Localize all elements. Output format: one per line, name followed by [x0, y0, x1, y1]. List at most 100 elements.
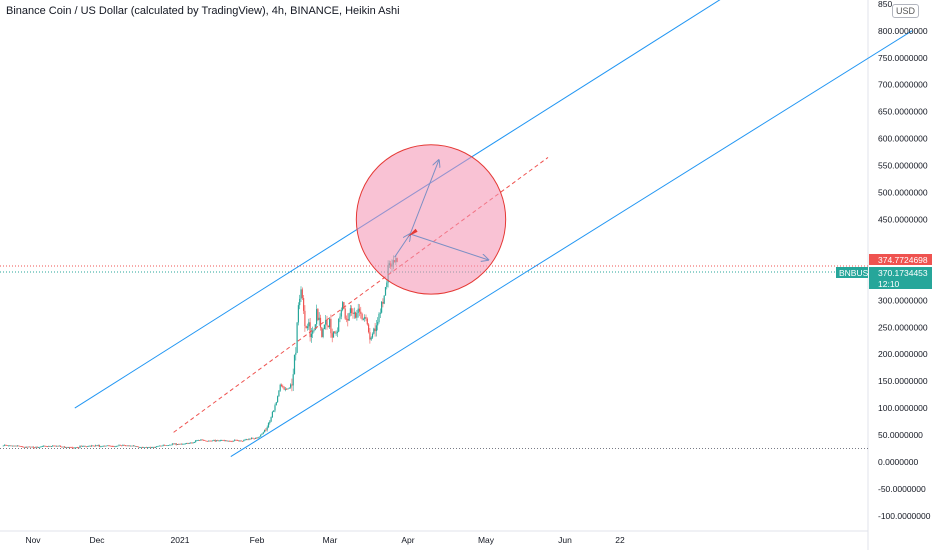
y-tick-label: 450.0000000	[878, 214, 928, 224]
candle-body	[325, 320, 327, 325]
candle-body	[144, 447, 146, 448]
candle-body	[154, 447, 156, 448]
candle-body	[352, 313, 354, 314]
candle-body	[357, 308, 359, 313]
candle-body	[231, 441, 233, 442]
candle-body	[303, 298, 305, 311]
y-tick-label: 600.0000000	[878, 134, 928, 144]
candle-body	[331, 333, 333, 338]
candle-body	[265, 429, 267, 431]
candle-body	[245, 439, 247, 441]
candle-body	[62, 446, 64, 448]
candle-body	[191, 442, 193, 444]
candle-body	[28, 446, 30, 448]
candles	[2, 255, 398, 449]
candle-body	[132, 445, 134, 447]
candle-body	[362, 318, 364, 320]
candle-body	[201, 439, 203, 441]
candle-body	[30, 446, 32, 448]
candle-body	[158, 445, 160, 447]
candle-body	[283, 386, 285, 390]
x-tick-label: Apr	[401, 535, 414, 545]
currency-button[interactable]: USD	[892, 4, 920, 18]
candle-body	[209, 440, 211, 442]
candle-body	[256, 437, 258, 439]
candle-body	[225, 440, 227, 442]
candle-body	[205, 440, 207, 442]
candle-body	[45, 446, 47, 447]
y-tick-label: -50.0000000	[878, 484, 926, 494]
candle-body	[306, 326, 309, 329]
symbol-tag	[836, 267, 868, 278]
candle-body	[92, 445, 94, 447]
candle-body	[32, 446, 34, 448]
drawings	[74, 0, 913, 458]
candle-body	[18, 445, 20, 447]
candle-body	[189, 442, 192, 444]
candle-body	[235, 439, 237, 441]
candle-body	[330, 318, 332, 334]
candle-body	[140, 447, 142, 448]
candle-body	[24, 446, 26, 448]
candle-body	[126, 445, 128, 447]
candle-body	[162, 444, 164, 446]
candle-body	[210, 440, 212, 442]
candle-body	[192, 442, 194, 444]
candle-body	[136, 446, 138, 448]
y-tick-label: 100.0000000	[878, 403, 928, 413]
candle-body	[278, 390, 280, 397]
candle-body	[61, 446, 63, 448]
candle-body	[134, 445, 136, 447]
candle-body	[312, 330, 314, 334]
projection-arrow[interactable]	[394, 234, 411, 258]
projection-circle[interactable]	[355, 144, 507, 295]
candle-body	[317, 309, 319, 321]
ref-price-tag	[869, 254, 932, 265]
candle-body	[147, 447, 149, 449]
candle-body	[87, 446, 89, 447]
candle-body	[137, 446, 140, 448]
candle-body	[261, 433, 263, 435]
x-tick-label: Feb	[250, 535, 265, 545]
candle-body	[70, 447, 72, 448]
candle-body	[200, 439, 202, 441]
candle-body	[239, 440, 241, 442]
projection-arrow[interactable]	[410, 233, 488, 260]
candle-body	[217, 440, 219, 442]
candle-body	[65, 447, 67, 448]
candle-body	[188, 443, 190, 444]
candle-body	[296, 322, 298, 353]
candle-body	[96, 445, 98, 447]
candle-body	[183, 443, 185, 445]
candle-body	[274, 405, 276, 411]
candle-body	[169, 444, 171, 446]
candle-body	[236, 440, 238, 441]
y-tick-label: 0.0000000	[878, 457, 918, 467]
candle-body	[88, 445, 90, 447]
projection-arrow[interactable]	[409, 160, 439, 235]
y-tick-label: 750.0000000	[878, 53, 928, 63]
candle-body	[108, 445, 110, 447]
candle-body	[150, 447, 153, 449]
candle-body	[373, 328, 375, 334]
candle-body	[48, 445, 50, 447]
candle-body	[127, 445, 129, 447]
candle-body	[206, 440, 208, 442]
channel-lower-line[interactable]	[230, 30, 913, 458]
candle-body	[111, 446, 114, 447]
candle-body	[40, 446, 42, 448]
candle-body	[83, 445, 85, 447]
candle-body	[348, 313, 350, 321]
candle-body	[214, 439, 216, 442]
candle-body	[178, 444, 180, 445]
candle-body	[318, 317, 320, 321]
candle-body	[273, 410, 275, 412]
last-price-tag	[869, 267, 932, 289]
candle-body	[114, 446, 116, 448]
candle-body	[291, 384, 293, 386]
candle-body	[135, 446, 137, 448]
candle-body	[204, 440, 206, 441]
